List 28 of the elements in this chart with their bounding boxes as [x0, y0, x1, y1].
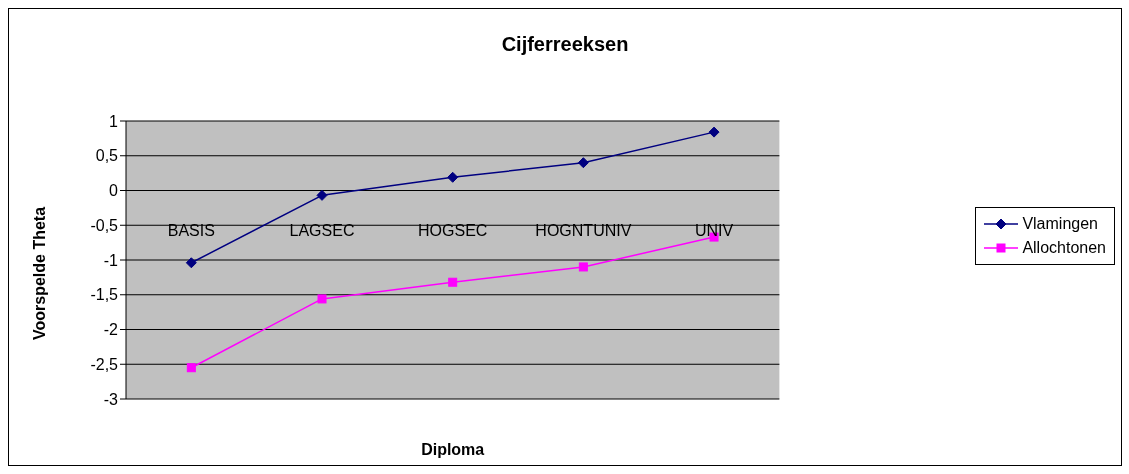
x-tick-label: UNIV — [694, 221, 734, 239]
point — [316, 189, 328, 201]
y-tick-label: -2,5 — [90, 355, 119, 373]
x-tick-label: HOGNTUNIV — [535, 221, 632, 239]
point — [447, 171, 459, 183]
y-tick-label: -1 — [103, 251, 119, 269]
point — [577, 157, 589, 169]
legend-label: Allochtonen — [1022, 238, 1106, 258]
chart-title: Cijferreeksen — [500, 33, 630, 56]
y-axis-title: Voorspelde Theta — [30, 206, 48, 340]
x-axis-title: Diploma — [421, 441, 485, 458]
y-tick-label: -2 — [103, 321, 119, 339]
y-tick-label: 0 — [109, 182, 119, 200]
point — [448, 277, 458, 287]
point — [578, 262, 588, 272]
x-tick-label: LAGSEC — [289, 221, 355, 239]
point — [186, 363, 196, 373]
point — [317, 294, 327, 304]
legend-label: Vlamingen — [1022, 214, 1098, 234]
y-tick-label: 1 — [109, 112, 119, 130]
y-tick-label: -3 — [103, 390, 119, 408]
point — [185, 257, 197, 269]
y-tick-label: -1,5 — [90, 286, 119, 304]
x-tick-label: HOGSEC — [418, 221, 488, 239]
y-tick-label: -0,5 — [90, 216, 119, 234]
x-tick-label: BASIS — [167, 221, 215, 239]
point — [708, 126, 720, 138]
y-tick-label: 0,5 — [95, 147, 119, 165]
